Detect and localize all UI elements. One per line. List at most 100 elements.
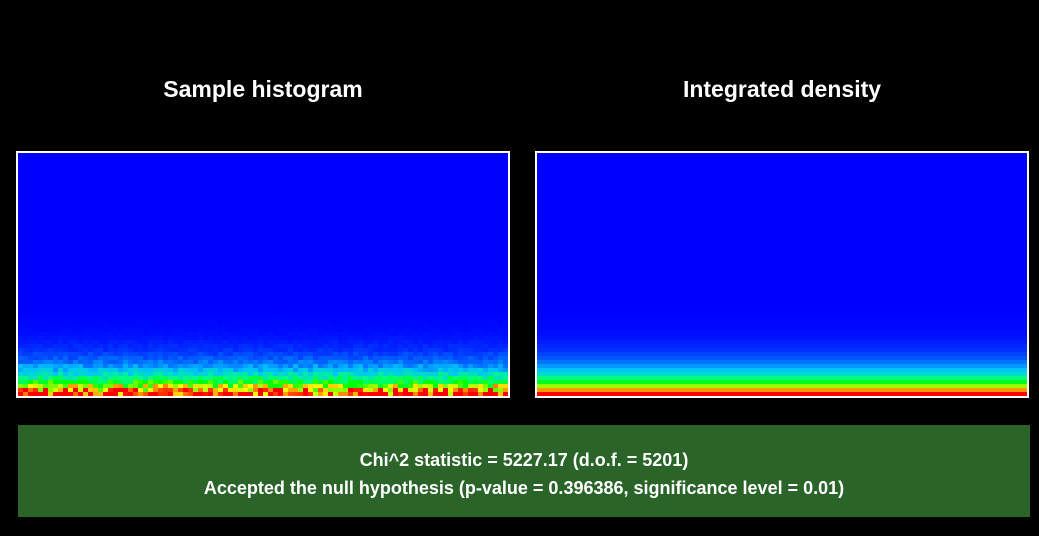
heatmap-cell bbox=[483, 336, 489, 340]
heatmap-cell bbox=[143, 368, 149, 372]
heatmap-cell bbox=[358, 380, 364, 384]
heatmap-cell bbox=[428, 332, 434, 336]
heatmap-cell bbox=[178, 376, 184, 380]
heatmap-cell bbox=[293, 332, 299, 336]
heatmap-cell bbox=[273, 348, 279, 352]
heatmap-cell bbox=[23, 368, 29, 372]
heatmap-cell bbox=[23, 324, 29, 328]
heatmap-cell bbox=[243, 388, 249, 392]
heatmap-cell bbox=[63, 380, 69, 384]
heatmap-cell bbox=[118, 344, 124, 348]
heatmap-cell bbox=[218, 368, 224, 372]
test-result-banner: Chi^2 statistic = 5227.17 (d.o.f. = 5201… bbox=[18, 425, 1030, 517]
heatmap-cell bbox=[263, 332, 269, 336]
heatmap-cell bbox=[228, 360, 234, 364]
heatmap-cell bbox=[323, 356, 329, 360]
heatmap-cell bbox=[458, 340, 464, 344]
heatmap-cell bbox=[408, 368, 414, 372]
heatmap-cell bbox=[158, 384, 164, 388]
heatmap-cell bbox=[338, 320, 344, 324]
heatmap-cell bbox=[88, 360, 94, 364]
heatmap-cell bbox=[408, 320, 414, 324]
heatmap-cell bbox=[163, 372, 169, 376]
heatmap-cell bbox=[503, 324, 508, 328]
heatmap-cell bbox=[428, 368, 434, 372]
heatmap-cell bbox=[448, 340, 454, 344]
heatmap-cell bbox=[348, 324, 354, 328]
heatmap-cell bbox=[288, 372, 294, 376]
heatmap-cell bbox=[383, 380, 389, 384]
heatmap-cell bbox=[358, 356, 364, 360]
heatmap-cell bbox=[218, 316, 224, 320]
heatmap-cell bbox=[353, 368, 359, 372]
heatmap-cell bbox=[343, 376, 349, 380]
heatmap-cell bbox=[203, 368, 209, 372]
heatmap-cell bbox=[108, 324, 114, 328]
heatmap-cell bbox=[468, 360, 474, 364]
heatmap-cell bbox=[103, 360, 109, 364]
heatmap-cell bbox=[348, 328, 354, 332]
heatmap-cell bbox=[323, 372, 329, 376]
heatmap-cell bbox=[298, 384, 304, 388]
heatmap-cell bbox=[78, 372, 84, 376]
heatmap-cell bbox=[373, 388, 379, 392]
heatmap-cell bbox=[28, 316, 34, 320]
heatmap-cell bbox=[168, 352, 174, 356]
heatmap-cell bbox=[313, 332, 319, 336]
heatmap-cell bbox=[438, 344, 444, 348]
heatmap-cell bbox=[108, 372, 114, 376]
heatmap-cell bbox=[483, 392, 489, 396]
heatmap-cell bbox=[223, 320, 229, 324]
heatmap-cell bbox=[273, 316, 279, 320]
heatmap-cell bbox=[313, 360, 319, 364]
heatmap-cell bbox=[338, 380, 344, 384]
heatmap-cell bbox=[463, 356, 469, 360]
heatmap-cell bbox=[438, 376, 444, 380]
heatmap-cell bbox=[48, 324, 54, 328]
histogram-title: Sample histogram bbox=[163, 76, 363, 102]
heatmap-cell bbox=[153, 364, 159, 368]
heatmap-cell bbox=[308, 344, 314, 348]
heatmap-cell bbox=[108, 380, 114, 384]
heatmap-cell bbox=[498, 328, 504, 332]
heatmap-cell bbox=[93, 364, 99, 368]
heatmap-cell bbox=[188, 320, 194, 324]
heatmap-cell bbox=[203, 320, 209, 324]
heatmap-cell bbox=[333, 356, 339, 360]
histogram-heatmap bbox=[18, 153, 508, 396]
heatmap-cell bbox=[468, 372, 474, 376]
heatmap-cell bbox=[473, 348, 479, 352]
heatmap-cell bbox=[483, 360, 489, 364]
heatmap-cell bbox=[253, 376, 259, 380]
heatmap-cell bbox=[328, 320, 334, 324]
heatmap-cell bbox=[318, 328, 324, 332]
heatmap-cell bbox=[303, 340, 309, 344]
heatmap-cell bbox=[298, 392, 304, 396]
heatmap-cell bbox=[153, 328, 159, 332]
heatmap-cell bbox=[248, 324, 254, 328]
heatmap-cell bbox=[53, 316, 59, 320]
heatmap-cell bbox=[353, 316, 359, 320]
heatmap-cell bbox=[378, 360, 384, 364]
heatmap-cell bbox=[353, 328, 359, 332]
heatmap-cell bbox=[263, 336, 269, 340]
heatmap-cell bbox=[438, 368, 444, 372]
heatmap-cell bbox=[433, 348, 439, 352]
heatmap-cell bbox=[268, 320, 274, 324]
heatmap-cell bbox=[38, 316, 44, 320]
heatmap-cell bbox=[468, 380, 474, 384]
heatmap-cell bbox=[123, 324, 129, 328]
heatmap-cell bbox=[143, 376, 149, 380]
heatmap-cell bbox=[68, 368, 74, 372]
heatmap-cell bbox=[173, 368, 179, 372]
heatmap-cell bbox=[148, 320, 154, 324]
heatmap-cell bbox=[23, 388, 29, 392]
heatmap-cell bbox=[363, 352, 369, 356]
heatmap-cell bbox=[468, 332, 474, 336]
heatmap-cell bbox=[463, 384, 469, 388]
heatmap-cell bbox=[83, 344, 89, 348]
heatmap-cell bbox=[178, 392, 184, 396]
heatmap-cell bbox=[448, 320, 454, 324]
heatmap-cell bbox=[408, 372, 414, 376]
heatmap-cell bbox=[143, 356, 149, 360]
